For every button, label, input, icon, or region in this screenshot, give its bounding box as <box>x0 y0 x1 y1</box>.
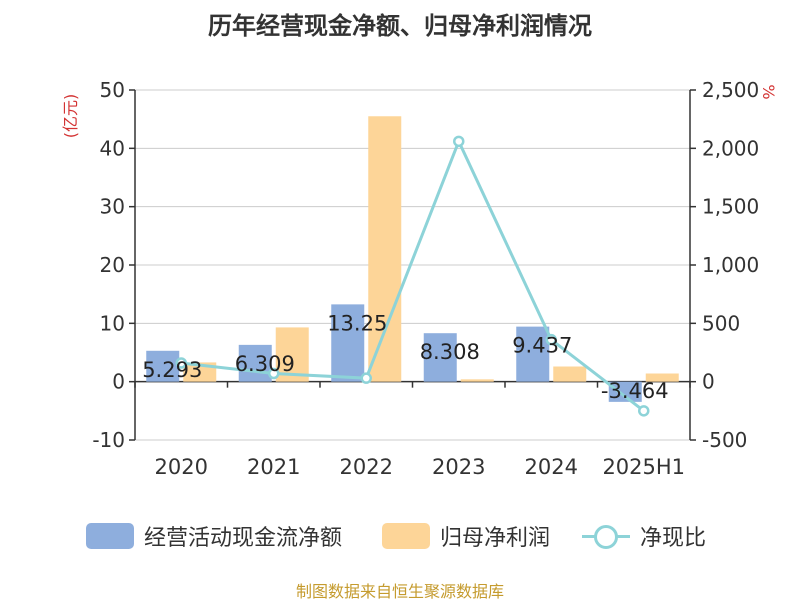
bar-cashflow <box>608 381 642 402</box>
y-right-tick-label: 1,500 <box>702 195 759 219</box>
data-label-cashflow: 13.25 <box>327 311 387 335</box>
y-left-tick-label: 20 <box>100 253 125 277</box>
legend-swatch-profit <box>382 523 430 549</box>
y-left-tick-label: 10 <box>100 311 125 335</box>
y-right-tick-label: 500 <box>702 311 740 335</box>
bar-profit <box>460 379 494 382</box>
y-left-tick-label: 40 <box>100 136 125 160</box>
y-right-tick-label: 2,000 <box>702 136 759 160</box>
y-right-tick-label: 0 <box>702 370 715 394</box>
x-tick-label: 2023 <box>432 455 485 479</box>
legend-line-ratio-icon <box>582 523 630 549</box>
bar-cashflow <box>238 344 272 382</box>
bar-profit <box>645 373 679 382</box>
data-label-cashflow: 9.437 <box>512 334 572 358</box>
legend-label-profit: 归母净利润 <box>440 526 551 551</box>
point-ratio <box>268 367 280 380</box>
y-left-axis-label: (亿元) <box>61 94 80 139</box>
point-ratio <box>545 333 557 346</box>
point-ratio <box>638 405 650 417</box>
chart-title: 历年经营现金净额、归母净利润情况 <box>208 12 592 40</box>
legend-item-ratio[interactable]: 净现比 <box>582 518 706 554</box>
x-tick-label: 2025H1 <box>602 455 685 479</box>
bar-cashflow <box>423 333 457 382</box>
data-label-cashflow: -3.464 <box>601 379 669 403</box>
y-left-tick-label: 30 <box>100 195 125 219</box>
y-right-tick-label: -500 <box>702 428 747 452</box>
line-ratio <box>181 137 645 413</box>
y-left-tick-label: 50 <box>100 78 125 102</box>
data-label-cashflow: 6.309 <box>235 352 295 376</box>
data-label-cashflow: 8.308 <box>420 340 480 364</box>
bar-profit <box>553 366 587 382</box>
x-tick-label: 2024 <box>525 455 578 479</box>
legend-label-cashflow: 经营活动现金流净额 <box>144 526 343 551</box>
legend-item-cashflow[interactable]: 经营活动现金流净额 <box>86 518 342 554</box>
bar-cashflow <box>516 326 550 382</box>
point-ratio <box>175 357 187 369</box>
legend: 经营活动现金流净额 归母净利润 净现比 <box>0 518 800 554</box>
y-right-tick-label: 2,500 <box>702 78 759 102</box>
bar-profit <box>368 116 402 382</box>
x-tick-label: 2021 <box>247 455 300 479</box>
y-right-axis-label: % <box>759 84 778 99</box>
y-right-tick-label: 1,000 <box>702 253 759 277</box>
x-tick-label: 2020 <box>155 455 208 479</box>
point-ratio <box>453 135 465 148</box>
data-label-cashflow: 5.293 <box>142 358 202 382</box>
legend-label-ratio: 净现比 <box>640 526 707 551</box>
y-left-tick-label: 0 <box>112 370 125 394</box>
x-tick-label: 2022 <box>340 455 393 479</box>
point-ratio <box>360 372 372 384</box>
bar-cashflow <box>146 350 180 382</box>
source-note: 制图数据来自恒生聚源数据库 <box>295 582 504 601</box>
bar-cashflow <box>331 304 365 382</box>
legend-swatch-cashflow <box>86 523 134 549</box>
y-left-tick-label: -10 <box>92 428 125 452</box>
legend-item-profit[interactable]: 归母净利润 <box>382 518 550 554</box>
